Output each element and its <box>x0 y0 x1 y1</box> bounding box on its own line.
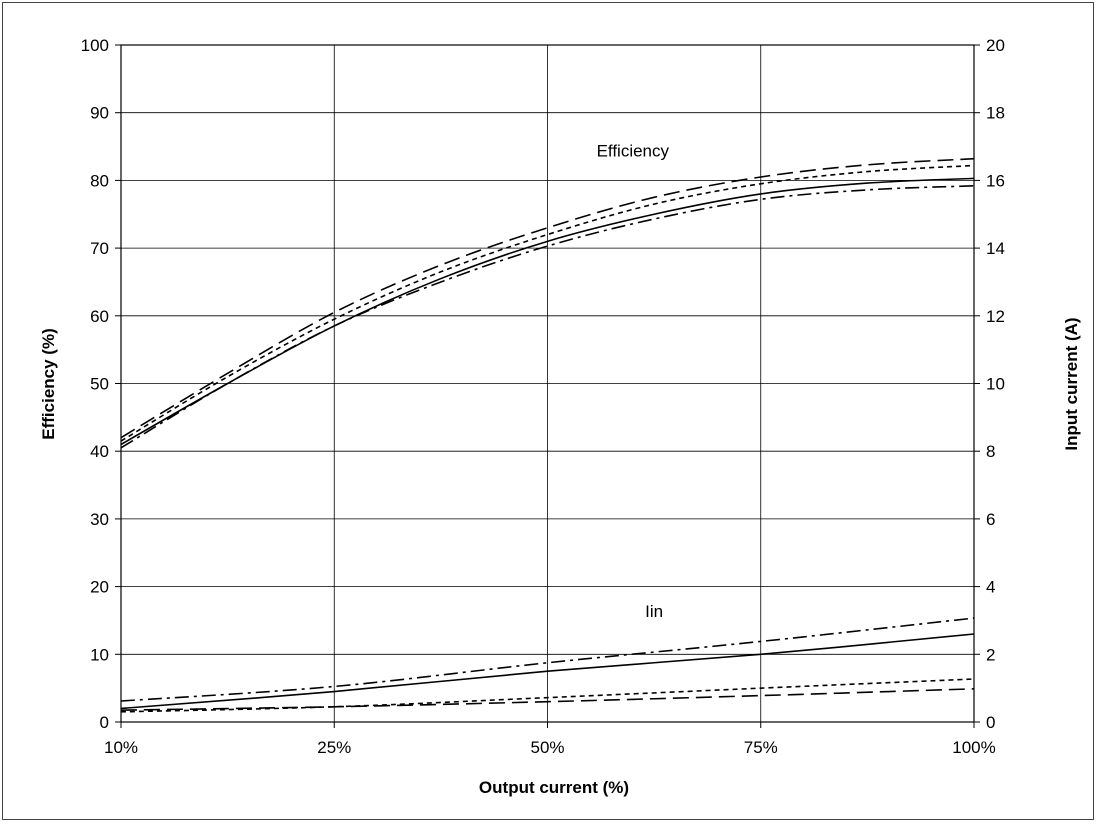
left-y-tick-label: 90 <box>90 104 109 123</box>
series-layer <box>120 157 975 713</box>
x-tick-label: 100% <box>952 738 995 757</box>
right-y-tick-label: 6 <box>986 510 995 529</box>
efficiency-short-dash-line <box>120 164 975 442</box>
x-tick-label: 25% <box>317 738 351 757</box>
x-tick-label: 10% <box>104 738 138 757</box>
input-current-dash-dot-line <box>120 617 975 702</box>
tick-labels: 0 10 20 30 40 50 60 70 80 90 100 0 2 4 6 8 10 12 14 16 18 20 1… <box>81 36 1005 757</box>
x-tick-label: 50% <box>530 738 564 757</box>
right-y-axis-label: Input current (A) <box>1062 317 1081 450</box>
left-y-tick-label: 10 <box>90 645 109 664</box>
left-y-tick-label: 50 <box>90 375 109 394</box>
x-axis-label: Output current (%) <box>479 778 629 797</box>
input-current-short-dash-line <box>120 678 975 713</box>
right-y-tick-label: 18 <box>986 104 1005 123</box>
left-y-axis-label: Efficiency (%) <box>39 328 58 439</box>
efficiency-dash-dot-line <box>120 185 975 449</box>
left-y-tick-label: 80 <box>90 171 109 190</box>
annotations: Efficiency Iin <box>597 142 670 621</box>
left-y-tick-label: 70 <box>90 239 109 258</box>
grid <box>115 44 980 728</box>
left-y-tick-label: 20 <box>90 578 109 597</box>
right-y-tick-label: 8 <box>986 442 995 461</box>
left-y-tick-label: 100 <box>81 36 109 55</box>
efficiency-solid-line <box>120 177 975 446</box>
annotation-label: Efficiency <box>597 142 670 161</box>
efficiency-long-dash-line <box>120 157 975 439</box>
right-y-tick-label: 16 <box>986 171 1005 190</box>
left-y-tick-label: 30 <box>90 510 109 529</box>
right-y-tick-label: 12 <box>986 307 1005 326</box>
right-y-tick-label: 20 <box>986 36 1005 55</box>
left-y-tick-label: 40 <box>90 442 109 461</box>
right-y-tick-label: 4 <box>986 578 995 597</box>
right-y-tick-label: 14 <box>986 239 1005 258</box>
right-y-tick-label: 0 <box>986 713 995 732</box>
input-current-solid-line <box>120 633 975 710</box>
x-tick-label: 75% <box>744 738 778 757</box>
right-y-tick-label: 2 <box>986 645 995 664</box>
right-y-tick-label: 10 <box>986 375 1005 394</box>
left-y-tick-label: 0 <box>100 713 109 732</box>
annotation-label: Iin <box>645 602 663 621</box>
left-y-tick-label: 60 <box>90 307 109 326</box>
